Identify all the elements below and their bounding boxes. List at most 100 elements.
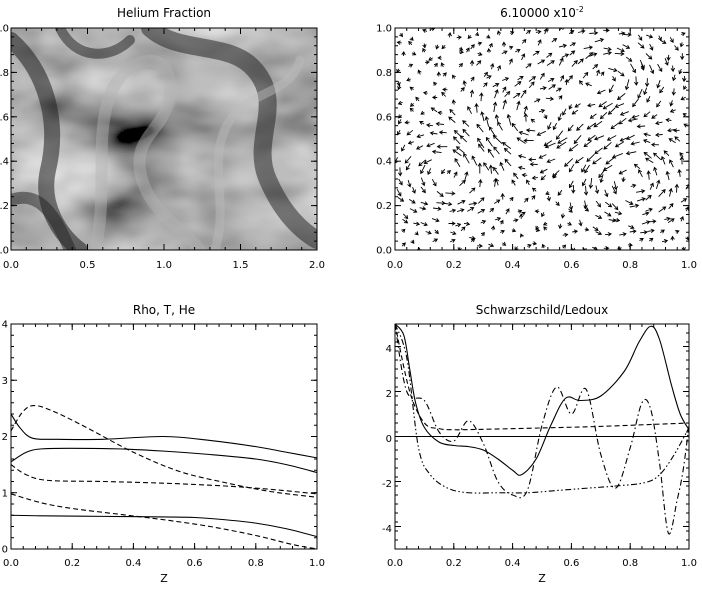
velocity-arrow: [396, 81, 401, 87]
velocity-arrow: [664, 58, 669, 66]
velocity-arrow: [397, 84, 402, 91]
velocity-arrow: [627, 118, 638, 123]
velocity-arrow: [555, 201, 560, 207]
velocity-arrow: [518, 130, 529, 136]
velocity-arrow: [396, 68, 401, 74]
velocity-arrow: [604, 189, 609, 198]
title-mantissa: 6.10000 x10: [500, 6, 576, 20]
velocity-arrow: [669, 108, 676, 113]
velocity-arrow: [567, 124, 574, 132]
velocity-arrow: [463, 152, 470, 164]
velocity-arrow: [457, 199, 466, 205]
velocity-arrow: [655, 179, 661, 190]
series-line-1-solid: [11, 413, 317, 459]
velocity-arrow: [614, 141, 624, 148]
y-tick-label: 2: [2, 432, 8, 443]
velocity-arrow: [577, 29, 586, 34]
velocity-arrow: [638, 34, 643, 41]
velocity-arrow: [632, 98, 640, 108]
velocity-arrow: [431, 149, 442, 155]
velocity-arrow: [588, 177, 594, 189]
velocity-arrow: [584, 164, 590, 174]
velocity-arrow: [517, 154, 526, 159]
velocity-arrow: [413, 221, 421, 226]
velocity-arrow: [610, 122, 620, 130]
velocity-arrow: [523, 112, 528, 122]
velocity-arrow: [408, 40, 413, 46]
velocity-arrow: [547, 122, 552, 130]
velocity-arrow: [414, 231, 419, 236]
velocity-arrow: [558, 95, 563, 100]
velocity-arrow: [578, 219, 583, 227]
velocity-arrow: [568, 164, 575, 173]
velocity-arrow: [523, 197, 529, 203]
velocity-arrow: [655, 132, 663, 138]
axis-tick-marks: [10, 27, 690, 550]
velocity-arrow: [546, 60, 555, 66]
velocity-arrow: [613, 181, 618, 191]
velocity-arrow: [599, 174, 604, 184]
velocity-arrow: [675, 230, 680, 234]
x-axis-ticks: 0.0 0.2 0.4 0.6 0.8 1.0: [387, 260, 697, 271]
velocity-arrow: [506, 113, 512, 126]
velocity-arrow: [645, 194, 652, 201]
velocity-arrow: [504, 90, 511, 98]
velocity-arrow: [513, 172, 519, 180]
velocity-arrow: [502, 77, 510, 82]
velocity-arrow: [509, 196, 514, 202]
schwarzschild-ledoux-panel: Schwarzschild/Ledoux 0.0 0.2 0.4 0.6 0.8…: [382, 303, 697, 585]
velocity-arrow: [459, 179, 466, 187]
velocity-arrow: [611, 75, 616, 82]
velocity-arrow: [426, 142, 435, 148]
velocity-arrow: [529, 162, 538, 167]
velocity-arrow: [436, 191, 444, 197]
velocity-arrow: [600, 71, 605, 76]
velocity-arrow: [499, 219, 504, 225]
panel-title: Helium Fraction: [117, 6, 211, 20]
velocity-arrow: [645, 157, 654, 164]
velocity-arrow: [682, 113, 687, 117]
velocity-arrow: [619, 232, 627, 237]
velocity-arrow: [555, 130, 564, 140]
y-axis-ticks: 0.0 0.2 0.4 0.6 0.8 1.0: [0, 24, 9, 257]
series-line-5-dashed: [11, 464, 317, 495]
velocity-arrow: [573, 135, 582, 145]
velocity-arrow: [651, 114, 658, 119]
velocity-arrow: [438, 130, 447, 135]
velocity-arrow: [614, 103, 625, 109]
velocity-arrow: [674, 183, 680, 193]
velocity-arrow: [499, 161, 505, 171]
velocity-arrow: [562, 108, 567, 116]
velocity-arrow: [409, 208, 418, 213]
velocity-arrow: [420, 186, 426, 194]
x-tick-label: 0.4: [505, 558, 521, 569]
velocity-arrow: [542, 221, 548, 226]
velocity-arrow: [625, 150, 637, 156]
velocity-arrow: [484, 115, 490, 127]
velocity-arrow: [456, 208, 465, 213]
x-tick-label: 0.6: [563, 260, 579, 271]
velocity-arrow: [409, 86, 414, 91]
helium-image: [11, 28, 317, 250]
velocity-arrow: [494, 216, 502, 222]
velocity-arrow: [650, 142, 659, 147]
velocity-arrow: [646, 170, 651, 180]
velocity-arrow: [569, 50, 576, 56]
velocity-arrow: [487, 148, 495, 158]
velocity-arrow: [442, 87, 448, 92]
velocity-arrow: [409, 36, 414, 41]
velocity-arrow: [595, 214, 603, 220]
velocity-arrow: [598, 101, 607, 108]
velocity-arrow: [475, 31, 480, 36]
velocity-arrow: [583, 185, 589, 196]
y-tick-label: 0.0: [376, 246, 392, 257]
velocity-arrow: [538, 108, 546, 114]
velocity-arrow: [478, 143, 485, 152]
velocity-arrow: [616, 93, 626, 101]
velocity-arrow: [441, 168, 446, 175]
velocity-arrow: [401, 228, 406, 233]
velocity-arrow: [670, 235, 675, 241]
velocity-arrow: [603, 28, 610, 33]
velocity-arrow: [599, 111, 608, 120]
velocity-arrow: [396, 188, 402, 197]
